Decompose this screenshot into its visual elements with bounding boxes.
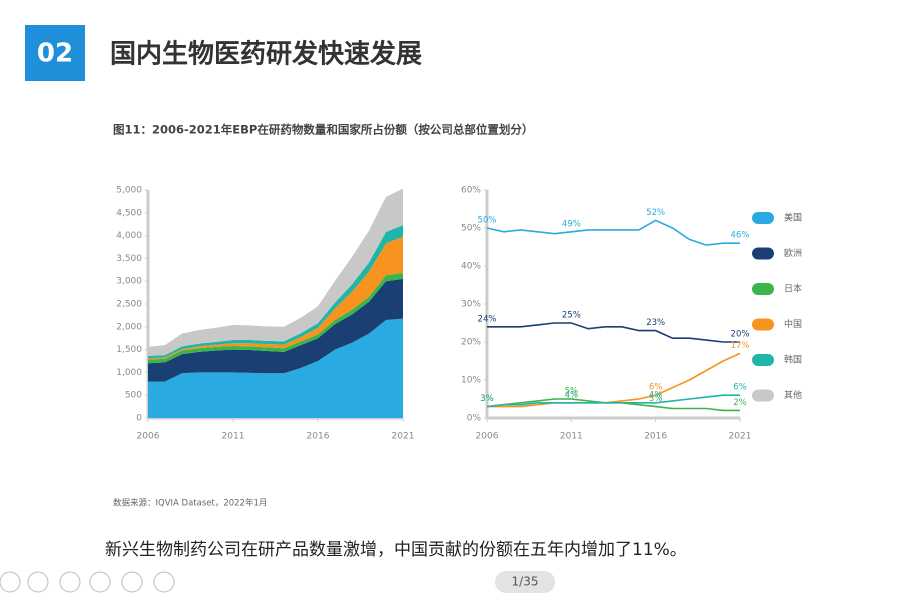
value-label: 4% xyxy=(565,390,579,400)
legend-swatch xyxy=(752,247,774,260)
legend-swatch xyxy=(752,354,774,366)
y-tick-label: 1,500 xyxy=(116,345,142,355)
page-pill xyxy=(495,571,555,593)
x-tick-label: 2011 xyxy=(222,432,245,442)
value-label: 3% xyxy=(480,394,494,404)
area xyxy=(148,236,403,360)
value-label: 25% xyxy=(562,311,581,321)
y-tick-label: 60% xyxy=(461,186,481,196)
pen-button[interactable] xyxy=(59,571,81,593)
zoom-button[interactable] xyxy=(121,571,143,593)
value-label: 4% xyxy=(565,390,579,400)
value-label: 2% xyxy=(733,398,747,408)
area xyxy=(148,188,403,356)
y-tick-label: 3,000 xyxy=(116,277,142,287)
area xyxy=(148,225,403,359)
y-tick-label: 5,000 xyxy=(116,186,142,196)
y-tick-label: 30% xyxy=(461,300,481,310)
legend-label: 中国 xyxy=(784,318,802,330)
page-indicator: 1/35 xyxy=(512,575,539,589)
y-tick-label: 20% xyxy=(461,338,481,348)
y-tick-label: 2,500 xyxy=(116,300,142,310)
x-tick-label: 2016 xyxy=(644,432,667,442)
value-label: 50% xyxy=(478,216,497,226)
y-tick-label: 1,000 xyxy=(116,368,142,378)
legend-label: 韩国 xyxy=(784,354,802,366)
y-tick-label: 4,500 xyxy=(116,208,142,218)
value-label: 3% xyxy=(649,394,663,404)
y-tick-label: 4,000 xyxy=(116,231,142,241)
view-button[interactable] xyxy=(89,571,111,593)
legend-label: 欧洲 xyxy=(784,247,802,259)
value-label: 46% xyxy=(731,231,750,241)
x-tick-label: 2016 xyxy=(307,432,330,442)
y-tick-label: 40% xyxy=(461,262,481,272)
value-label: 49% xyxy=(562,219,581,229)
y-tick-label: 500 xyxy=(125,391,142,401)
y-tick-label: 50% xyxy=(461,224,481,234)
value-label: 3% xyxy=(480,394,494,404)
area xyxy=(148,318,403,418)
line xyxy=(487,322,740,343)
next-button[interactable] xyxy=(27,571,49,593)
slide-title: 国内生物医药研发快速发展 xyxy=(110,39,422,70)
y-tick-label: 2,000 xyxy=(116,322,142,332)
more-button[interactable] xyxy=(153,571,175,593)
x-tick-label: 2021 xyxy=(392,432,415,442)
y-tick-label: 10% xyxy=(461,376,481,386)
x-tick-label: 2006 xyxy=(137,432,160,442)
y-tick-label: 0% xyxy=(467,414,482,424)
x-tick-label: 2011 xyxy=(560,432,583,442)
x-tick-label: 2021 xyxy=(729,432,752,442)
y-tick-label: 3,500 xyxy=(116,254,142,264)
legend-swatch xyxy=(752,283,774,295)
source: 数据来源：IQVIA Dataset，2022年1月 xyxy=(113,498,267,509)
legend-swatch xyxy=(752,318,774,331)
figure-title: 图11：2006-2021年EBP在研药物数量和国家所占份额（按公司总部位置划分… xyxy=(113,123,533,137)
area xyxy=(148,278,403,382)
legend-label: 日本 xyxy=(784,283,802,295)
value-label: 20% xyxy=(731,330,750,340)
caption: 新兴生物制药公司在研产品数量激增，中国贡献的份额在五年内增加了11%。 xyxy=(105,540,687,560)
legend-swatch xyxy=(752,212,774,224)
value-label: 23% xyxy=(646,318,665,328)
line xyxy=(487,352,741,408)
line xyxy=(486,394,740,408)
toolbar xyxy=(0,571,175,593)
x-tick-label: 2006 xyxy=(476,432,499,442)
legend-label: 其他 xyxy=(784,389,802,401)
value-label: 5% xyxy=(565,387,579,397)
value-label: 3% xyxy=(480,394,494,404)
prev-button[interactable] xyxy=(0,571,21,593)
value-label: 4% xyxy=(649,390,663,400)
badge-box xyxy=(25,25,85,81)
value-label: 6% xyxy=(733,383,747,393)
legend-label: 美国 xyxy=(784,212,802,224)
legend-swatch xyxy=(752,389,774,402)
value-label: 6% xyxy=(649,383,663,393)
value-label: 24% xyxy=(478,314,497,324)
y-tick-label: 0 xyxy=(136,414,142,424)
value-label: 52% xyxy=(646,208,665,218)
badge: 02 xyxy=(37,39,73,69)
line xyxy=(486,219,740,246)
value-label: 17% xyxy=(731,341,750,351)
